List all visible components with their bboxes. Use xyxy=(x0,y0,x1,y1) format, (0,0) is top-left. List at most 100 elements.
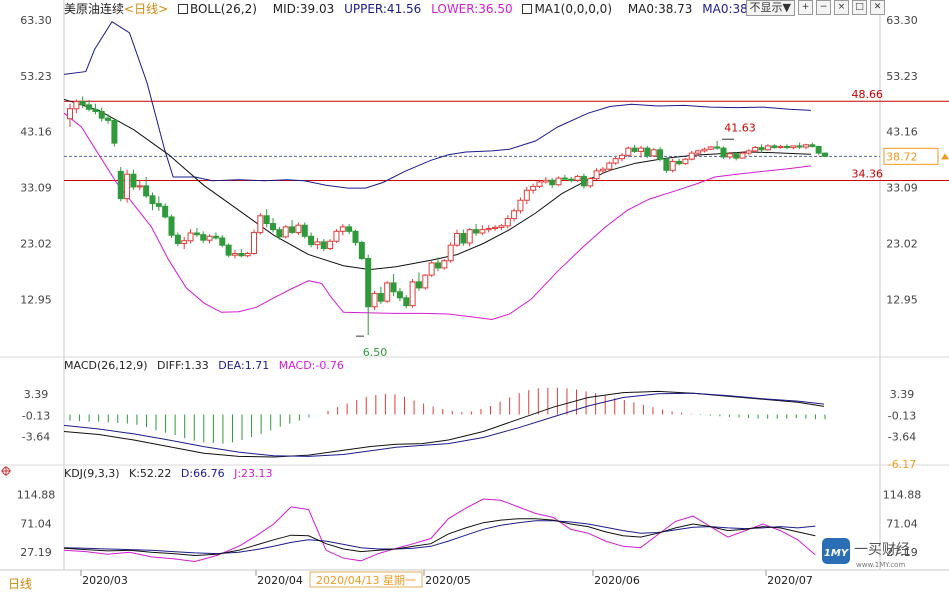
candle[interactable] xyxy=(384,281,391,303)
candle[interactable] xyxy=(701,147,708,153)
candle[interactable] xyxy=(764,144,771,151)
candle[interactable] xyxy=(714,140,721,150)
candle[interactable] xyxy=(86,99,93,112)
candle[interactable] xyxy=(206,234,213,244)
candle[interactable] xyxy=(733,152,740,161)
candle[interactable] xyxy=(289,220,296,235)
candle[interactable] xyxy=(73,99,80,114)
ma-toggle-icon[interactable] xyxy=(522,3,533,14)
candle[interactable] xyxy=(676,158,683,166)
candle[interactable] xyxy=(479,225,486,236)
candle[interactable] xyxy=(390,274,397,297)
candle[interactable] xyxy=(447,242,454,263)
candle[interactable] xyxy=(403,295,410,309)
candle[interactable] xyxy=(492,225,499,231)
candle[interactable] xyxy=(549,178,556,189)
candle[interactable] xyxy=(276,226,283,240)
candle[interactable] xyxy=(530,183,537,194)
candle[interactable] xyxy=(352,229,359,246)
candle[interactable] xyxy=(574,174,581,182)
candle[interactable] xyxy=(143,176,150,199)
candle[interactable] xyxy=(485,225,492,233)
candle[interactable] xyxy=(441,259,448,270)
candle[interactable] xyxy=(212,232,219,240)
candle[interactable] xyxy=(568,176,575,183)
candle[interactable] xyxy=(244,251,251,258)
maximize-button[interactable]: □ xyxy=(852,0,867,15)
candle[interactable] xyxy=(105,114,112,124)
candle[interactable] xyxy=(739,151,746,159)
candle[interactable] xyxy=(415,272,422,291)
candle[interactable] xyxy=(282,225,289,239)
candlesticks[interactable] xyxy=(67,96,828,336)
candle[interactable] xyxy=(168,214,175,238)
candle[interactable] xyxy=(473,224,480,236)
candle[interactable] xyxy=(174,232,181,247)
candle[interactable] xyxy=(308,232,315,248)
candle[interactable] xyxy=(580,173,587,189)
candle[interactable] xyxy=(371,290,378,311)
candle[interactable] xyxy=(587,176,594,189)
candle[interactable] xyxy=(460,229,467,246)
candle[interactable] xyxy=(796,142,803,150)
candle[interactable] xyxy=(314,237,321,250)
candle[interactable] xyxy=(333,229,340,243)
candle[interactable] xyxy=(346,224,353,235)
candle[interactable] xyxy=(428,261,435,277)
candle[interactable] xyxy=(231,250,238,259)
candle[interactable] xyxy=(225,243,232,258)
candle[interactable] xyxy=(638,145,645,158)
candle[interactable] xyxy=(669,158,676,173)
candle[interactable] xyxy=(650,148,657,157)
candle[interactable] xyxy=(250,229,257,255)
candle[interactable] xyxy=(771,144,778,149)
candle[interactable] xyxy=(320,239,327,252)
candle[interactable] xyxy=(777,144,784,149)
candle[interactable] xyxy=(187,229,194,244)
boll-indicator[interactable]: BOLL(26,2) xyxy=(177,2,263,16)
candle[interactable] xyxy=(155,196,162,211)
close-button[interactable]: ✕ xyxy=(870,0,885,15)
zoom-in-button[interactable]: + xyxy=(798,0,813,15)
candle[interactable] xyxy=(98,107,105,122)
candle[interactable] xyxy=(409,279,416,308)
candle[interactable] xyxy=(130,169,137,190)
candle[interactable] xyxy=(523,186,530,205)
candle[interactable] xyxy=(536,179,543,189)
macd-panel[interactable]: 3.39 3.39 -0.13 -0.13 -3.64 -3.64 -6.17 xyxy=(22,387,916,471)
candle[interactable] xyxy=(377,286,384,304)
candle[interactable] xyxy=(618,153,625,162)
candle[interactable] xyxy=(593,168,600,181)
candle[interactable] xyxy=(136,179,143,191)
candle[interactable] xyxy=(117,166,124,202)
candle[interactable] xyxy=(745,149,752,156)
candle[interactable] xyxy=(181,236,188,250)
candle[interactable] xyxy=(454,229,461,247)
candle[interactable] xyxy=(124,169,131,203)
kdj-panel[interactable]: 114.88 114.88 71.04 71.04 27.19 27.19 xyxy=(1,466,921,563)
candle[interactable] xyxy=(504,215,511,229)
candle[interactable] xyxy=(422,274,429,290)
candle[interactable] xyxy=(688,150,695,161)
candle[interactable] xyxy=(263,209,270,228)
candle[interactable] xyxy=(599,166,606,174)
candle[interactable] xyxy=(631,144,638,154)
candle[interactable] xyxy=(238,249,245,258)
candle[interactable] xyxy=(726,152,733,160)
candle[interactable] xyxy=(606,161,613,172)
candle[interactable] xyxy=(783,144,790,150)
period-label[interactable]: <日线> xyxy=(124,2,169,16)
candle[interactable] xyxy=(809,142,816,148)
candle[interactable] xyxy=(92,103,99,115)
candle[interactable] xyxy=(498,224,505,231)
kdj-name[interactable]: KDJ(9,3,3) xyxy=(64,467,120,480)
candle[interactable] xyxy=(149,192,156,211)
candle[interactable] xyxy=(339,224,346,236)
period-tab-daily[interactable]: 日线 xyxy=(8,577,33,591)
candle[interactable] xyxy=(720,146,727,159)
display-select[interactable]: 不显示▼ xyxy=(745,0,795,16)
candle[interactable] xyxy=(67,103,73,128)
macd-name[interactable]: MACD(26,12,9) xyxy=(64,359,148,372)
candle[interactable] xyxy=(219,235,226,248)
